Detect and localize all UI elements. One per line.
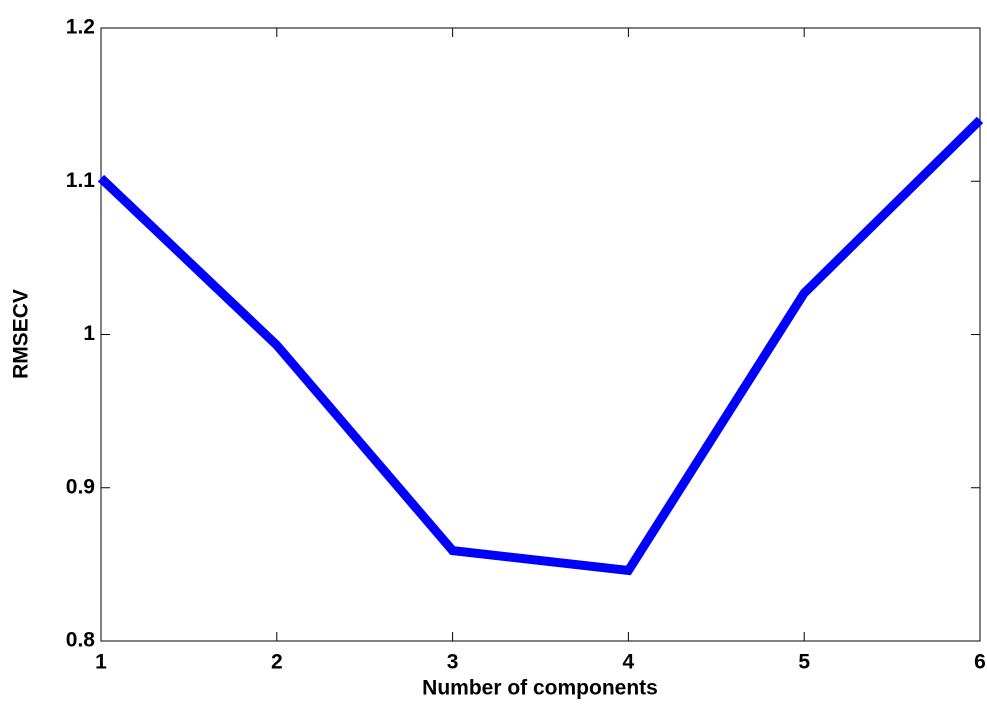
x-axis-label: Number of components bbox=[422, 677, 658, 700]
x-tick-label: 1 bbox=[95, 651, 107, 674]
y-axis-label: RMSECV bbox=[10, 289, 33, 379]
x-tick-label: 4 bbox=[623, 651, 635, 674]
data-line bbox=[97, 116, 984, 576]
plot-frame bbox=[100, 27, 981, 642]
y-tick-label: 0.8 bbox=[66, 629, 96, 652]
x-tick-label: 5 bbox=[798, 651, 810, 674]
x-tick-label: 6 bbox=[974, 651, 986, 674]
x-tick-label: 3 bbox=[447, 651, 459, 674]
y-tick-label: 1.2 bbox=[66, 16, 95, 39]
y-tick-label: 1 bbox=[83, 322, 95, 345]
y-tick-label: 1.1 bbox=[66, 169, 96, 192]
y-tick-label: 0.9 bbox=[66, 475, 95, 498]
x-tick-label: 2 bbox=[271, 651, 283, 674]
